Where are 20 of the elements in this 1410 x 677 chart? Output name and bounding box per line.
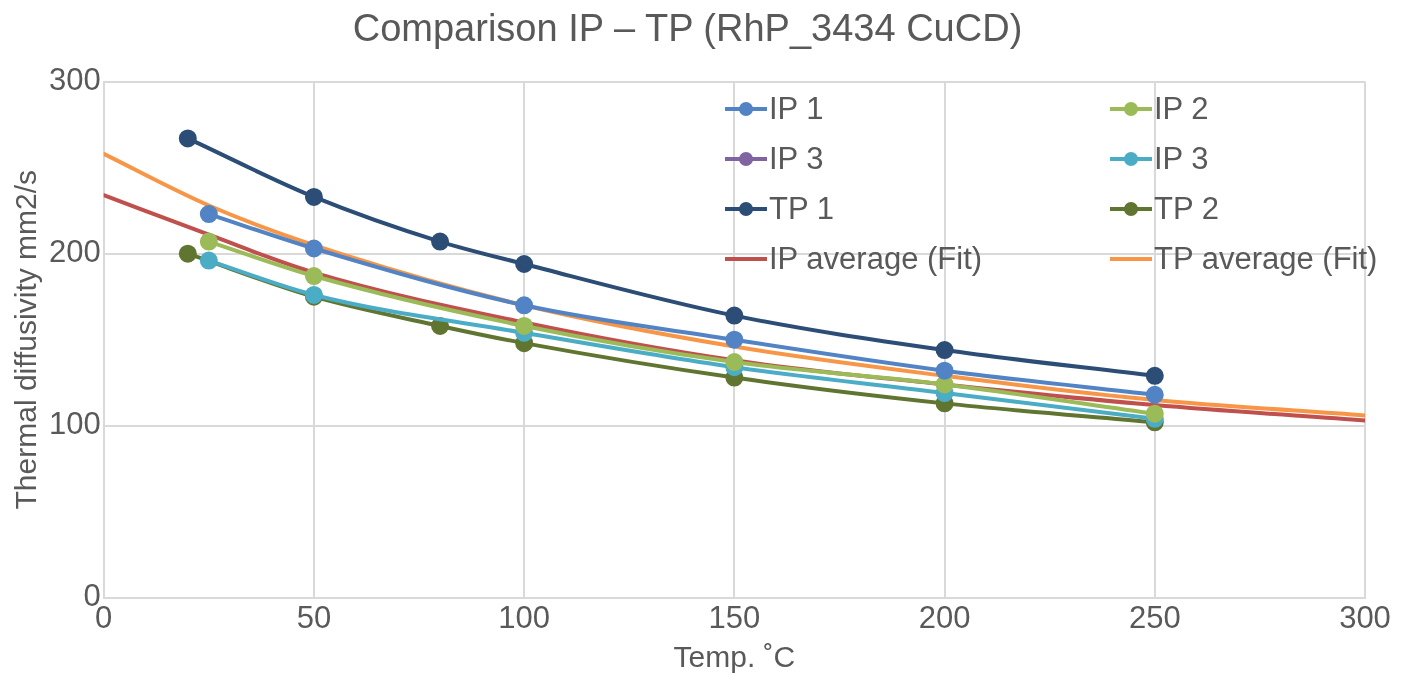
x-tick-label: 300 [1339,599,1391,635]
y-tick-label: 300 [48,62,101,98]
x-axis-title: Temp. ˚C [673,640,796,674]
y-axis-title: Thermal diffusivity mm2/s [9,169,43,510]
legend-label: TP 2 [1154,190,1219,227]
x-tick-label: 250 [1128,599,1181,635]
x-tick-label: 100 [498,599,551,635]
y-tick-label: 200 [48,234,101,270]
x-tick-label: 200 [918,599,971,635]
legend-label: IP 1 [769,90,824,127]
legend-label: IP 3 [769,140,824,177]
chart-title: Comparison IP – TP (RhP_3434 CuCD) [352,7,1023,50]
legend-label: TP 1 [769,190,834,227]
legend-label: TP average (Fit) [1154,240,1378,277]
y-tick-label: 100 [48,406,101,442]
legend-label: IP 3 [1154,140,1209,177]
x-tick-label: 50 [296,599,332,635]
legend-label: IP 2 [1154,90,1209,127]
legend-label: IP average (Fit) [769,240,983,277]
x-tick-label: 150 [708,599,761,635]
